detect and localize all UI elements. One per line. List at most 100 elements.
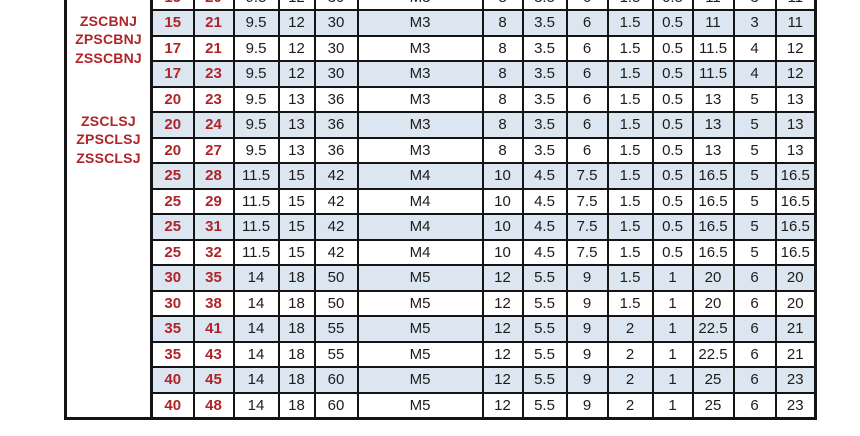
table-row: 40 45 14 18 60 M5 12 5.5 9 2 1 25 6 23 bbox=[66, 366, 817, 394]
table-cell: 9 bbox=[565, 391, 609, 420]
table-cell: 15 bbox=[277, 162, 316, 190]
series-label: ZPSCLSJ bbox=[76, 131, 141, 147]
table-cell: 0.5 bbox=[651, 60, 694, 88]
table-cell: 42 bbox=[313, 238, 359, 266]
table-cell: 16.5 bbox=[691, 187, 735, 215]
table-cell: 4.5 bbox=[521, 187, 568, 215]
table-cell: 15 bbox=[150, 0, 195, 11]
table-cell: 12 bbox=[481, 289, 524, 317]
table-cell: 11 bbox=[691, 0, 735, 11]
spec-table-body: ZSCBNJ ZPSCBNJ ZSSCBNJ ZSCLSJ ZPSCLSJ ZS… bbox=[64, 0, 817, 420]
table-cell: 4 bbox=[732, 34, 777, 62]
table-cell: 42 bbox=[313, 213, 359, 241]
table-cell: 35 bbox=[192, 264, 235, 292]
table-cell: 24 bbox=[192, 111, 235, 139]
table-cell: 50 bbox=[313, 289, 359, 317]
table-cell: 20 bbox=[192, 0, 235, 11]
table-cell: 21 bbox=[774, 340, 817, 368]
table-cell: 9 bbox=[565, 315, 609, 343]
table-cell: 5.5 bbox=[521, 264, 568, 292]
table-cell: 5.5 bbox=[521, 340, 568, 368]
table-cell: 16.5 bbox=[774, 213, 817, 241]
table-cell: 11.5 bbox=[232, 213, 280, 241]
table-row: 20 24 9.5 13 36 M3 8 3.5 6 1.5 0.5 13 5 13 bbox=[66, 111, 817, 139]
table-cell: 32 bbox=[192, 238, 235, 266]
table-cell: 5 bbox=[732, 111, 777, 139]
table-cell: 9 bbox=[565, 366, 609, 394]
spec-table-wrapper: ZSCBNJ ZPSCBNJ ZSSCBNJ ZSCLSJ ZPSCLSJ ZS… bbox=[64, 0, 817, 420]
table-cell: 36 bbox=[313, 111, 359, 139]
table-cell: 12 bbox=[277, 60, 316, 88]
table-cell: 16.5 bbox=[691, 238, 735, 266]
table-cell: 48 bbox=[192, 391, 235, 420]
table-cell: 7.5 bbox=[565, 187, 609, 215]
table-cell: 1.5 bbox=[606, 213, 654, 241]
table-cell: 30 bbox=[150, 264, 195, 292]
table-cell: 10 bbox=[481, 238, 524, 266]
table-cell: 6 bbox=[565, 9, 609, 37]
table-cell: 18 bbox=[277, 264, 316, 292]
table-cell: 16.5 bbox=[691, 213, 735, 241]
table-cell: 17 bbox=[150, 60, 195, 88]
table-cell: 0.5 bbox=[651, 34, 694, 62]
table-cell: 1 bbox=[651, 391, 694, 420]
table-cell: 15 bbox=[277, 213, 316, 241]
table-cell: 25 bbox=[150, 162, 195, 190]
table-cell: 5.5 bbox=[521, 391, 568, 420]
table-cell: 12 bbox=[481, 366, 524, 394]
table-cell: 8 bbox=[481, 0, 524, 11]
table-cell: M5 bbox=[356, 391, 484, 420]
table-cell: 0.5 bbox=[651, 0, 694, 11]
table-row: 25 32 11.5 15 42 M4 10 4.5 7.5 1.5 0.5 16.5 5 16.5 bbox=[66, 238, 817, 266]
table-cell: 0.5 bbox=[651, 111, 694, 139]
table-cell: 35 bbox=[150, 315, 195, 343]
table-cell: 4.5 bbox=[521, 213, 568, 241]
table-cell: M5 bbox=[356, 366, 484, 394]
table-cell: 6 bbox=[732, 366, 777, 394]
table-cell: 16.5 bbox=[774, 238, 817, 266]
table-cell: 0.5 bbox=[651, 238, 694, 266]
table-cell: 6 bbox=[565, 0, 609, 11]
table-cell: 13 bbox=[277, 111, 316, 139]
table-cell: 15 bbox=[150, 9, 195, 37]
table-cell: 5 bbox=[732, 162, 777, 190]
table-cell: 11 bbox=[774, 0, 817, 11]
table-cell: 25 bbox=[691, 366, 735, 394]
table-cell: 22.5 bbox=[691, 315, 735, 343]
table-cell: 7.5 bbox=[565, 213, 609, 241]
table-cell: 30 bbox=[313, 34, 359, 62]
table-cell: 40 bbox=[150, 391, 195, 420]
table-cell: 7.5 bbox=[565, 238, 609, 266]
table-cell: 17 bbox=[150, 34, 195, 62]
table-cell: 0.5 bbox=[651, 9, 694, 37]
table-row: 30 38 14 18 50 M5 12 5.5 9 1.5 1 20 6 20 bbox=[66, 289, 817, 317]
table-row: 25 28 11.5 15 42 M4 10 4.5 7.5 1.5 0.5 16.5 5 16.5 bbox=[66, 162, 817, 190]
table-cell: 1.5 bbox=[606, 289, 654, 317]
table-cell: 5.5 bbox=[521, 366, 568, 394]
table-cell: 13 bbox=[691, 136, 735, 164]
table-row: 25 29 11.5 15 42 M4 10 4.5 7.5 1.5 0.5 16.5 5 16.5 bbox=[66, 187, 817, 215]
table-cell: 9.5 bbox=[232, 136, 280, 164]
table-cell: 6 bbox=[732, 264, 777, 292]
table-cell: 20 bbox=[774, 264, 817, 292]
table-cell: 36 bbox=[313, 136, 359, 164]
table-cell: 10 bbox=[481, 187, 524, 215]
table-cell: 15 bbox=[277, 187, 316, 215]
table-cell: 30 bbox=[313, 0, 359, 11]
table-cell: 12 bbox=[481, 391, 524, 420]
table-row: 15 21 9.5 12 30 M3 8 3.5 6 1.5 0.5 11 3 11 bbox=[66, 9, 817, 37]
table-cell: 50 bbox=[313, 264, 359, 292]
table-cell: 11 bbox=[691, 9, 735, 37]
table-row: 30 35 14 18 50 M5 12 5.5 9 1.5 1 20 6 20 bbox=[66, 264, 817, 292]
table-cell: 8 bbox=[481, 9, 524, 37]
table-cell: 3.5 bbox=[521, 85, 568, 113]
table-cell: 14 bbox=[232, 391, 280, 420]
table-cell: 4 bbox=[732, 60, 777, 88]
table-cell: 14 bbox=[232, 340, 280, 368]
clipped-row: ZSCBNJ ZPSCBNJ ZSSCBNJ ZSCLSJ ZPSCLSJ ZS… bbox=[64, 0, 817, 420]
table-cell: 5 bbox=[732, 238, 777, 266]
table-cell: 4.5 bbox=[521, 238, 568, 266]
table-cell: 6 bbox=[565, 60, 609, 88]
table-cell: 23 bbox=[192, 85, 235, 113]
table-row: 25 31 11.5 15 42 M4 10 4.5 7.5 1.5 0.5 16.5 5 16.5 bbox=[66, 213, 817, 241]
